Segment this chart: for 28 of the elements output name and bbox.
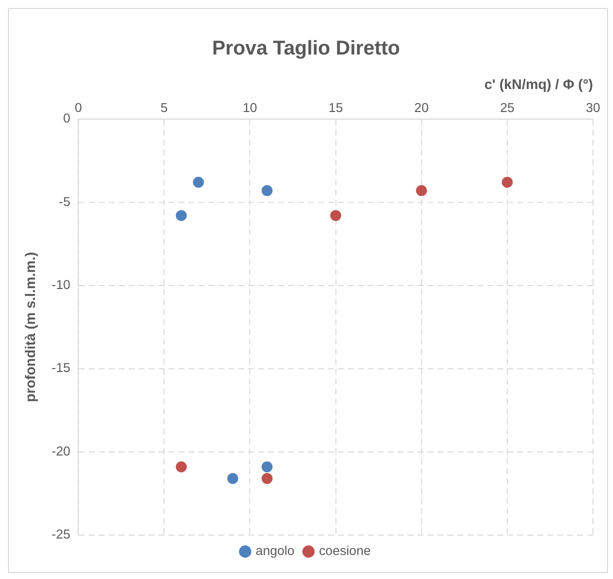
y-tick-label: 0 (63, 110, 70, 126)
point (176, 461, 187, 472)
y-axis-title: profondità (m s.l.m.m.) (22, 252, 38, 402)
x-tick-label: 25 (500, 100, 514, 115)
point (502, 176, 513, 188)
x-tick-label: 5 (160, 100, 168, 115)
point (262, 473, 273, 484)
y-tick-label: -25 (52, 526, 70, 542)
x-tick-label: 10 (242, 100, 258, 115)
point (262, 461, 273, 472)
x-tick-label: 20 (414, 100, 429, 115)
x-tick-label: 15 (328, 100, 343, 115)
legend-label: coesione (318, 543, 371, 558)
point (227, 473, 238, 484)
point (176, 210, 187, 222)
x-tick-label: 30 (586, 100, 600, 115)
x-axis-title: c' (kN/mq) / Φ (°) (484, 76, 594, 92)
y-tick-label: -10 (52, 277, 70, 292)
point (330, 210, 342, 222)
point (416, 185, 427, 196)
legend-label: angolo (256, 543, 294, 558)
point (262, 185, 273, 196)
y-tick-label: -20 (52, 443, 70, 458)
point (192, 176, 204, 188)
chart-title: Prova Taglio Diretto (212, 37, 400, 60)
y-tick-label: -15 (52, 360, 70, 376)
y-tick-label: -5 (58, 194, 70, 209)
x-tick-label: 0 (74, 100, 82, 115)
